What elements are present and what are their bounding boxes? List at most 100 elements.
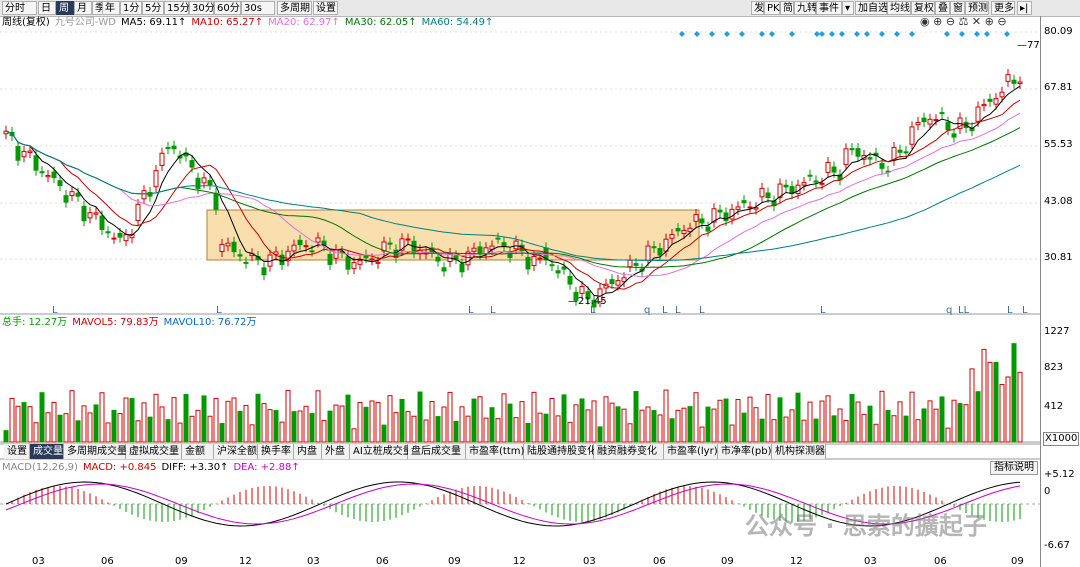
kline-chart[interactable]: —77.00—21.45LLLLLqLLLLqLLLL0306091203060…	[0, 16, 1040, 567]
toolbar-period-month-button[interactable]: 月	[74, 1, 92, 15]
candle-body	[201, 177, 207, 184]
volume-bar	[723, 398, 729, 443]
candle-body	[615, 280, 621, 286]
toolbar-tool-more-arrow-button[interactable]: ▾	[842, 1, 854, 15]
toolbar-period-week-button[interactable]: 周	[56, 1, 74, 15]
toolbar-tool-avgline-button[interactable]: 均线	[887, 1, 911, 15]
candle-body	[435, 256, 441, 262]
volume-bar	[963, 404, 969, 443]
toolbar-period-m30-button[interactable]: 30分	[189, 1, 215, 15]
candle-body	[495, 237, 501, 240]
candle-body	[939, 112, 945, 115]
tab-5[interactable]: 沪深全额	[214, 444, 258, 459]
candle-body	[261, 267, 267, 276]
toolbar-period-m1-button[interactable]: 1分	[120, 1, 142, 15]
tab-11[interactable]: 市盈率(ttm)	[466, 444, 524, 459]
minus-icon[interactable]: ⊖	[997, 15, 1007, 28]
volume-bar	[771, 419, 777, 443]
candle-body	[141, 190, 147, 200]
toolbar-period-day-button[interactable]: 日	[38, 1, 56, 15]
macd-tick-2: -6.67	[1044, 540, 1070, 551]
tab-16[interactable]: 机构探测器	[772, 444, 826, 459]
toolbar-period-m15-button[interactable]: 15分	[164, 1, 190, 15]
toolbar-tool-next-button[interactable]: ▸|	[1017, 1, 1032, 15]
candle-body	[711, 208, 717, 223]
volume-bar	[375, 402, 381, 443]
toolbar-tool-predict-button[interactable]: 预测	[965, 1, 989, 15]
volume-bar	[573, 404, 579, 443]
toolbar-tool-window-button[interactable]: 窗	[950, 1, 965, 15]
volume-bar	[555, 415, 561, 443]
tab-7[interactable]: 内盘	[294, 444, 322, 459]
volume-bar	[621, 408, 627, 443]
volume-bar	[615, 406, 621, 443]
tab-14[interactable]: 市盈率(lyr)	[664, 444, 718, 459]
tab-10[interactable]: 盘后成交量	[408, 444, 466, 459]
eye-icon[interactable]: ◉	[920, 15, 930, 28]
candle-body	[969, 127, 975, 132]
tab-9[interactable]: AI立桩成交量	[350, 444, 413, 459]
toolbar-period-intraday-button[interactable]: 分时	[2, 1, 37, 15]
toolbar-period-multi-button[interactable]: 多周期	[277, 1, 312, 15]
candle-body	[357, 260, 363, 265]
volume-bar	[789, 409, 795, 443]
toolbar-tool-restore-button[interactable]: 复权	[911, 1, 935, 15]
toolbar-tool-event-button[interactable]: 事件	[816, 1, 842, 15]
candle-body	[57, 180, 63, 186]
volume-bar	[57, 414, 63, 443]
event-diamond-icon	[854, 31, 860, 37]
toolbar-tool-jiuzhuan-button[interactable]: 九转	[794, 1, 817, 15]
volume-bar	[87, 412, 93, 443]
candle-body	[609, 279, 615, 285]
tab-0[interactable]: 设置	[4, 444, 30, 459]
volume-bar	[663, 389, 669, 443]
volume-bar	[525, 422, 531, 443]
candle-body	[87, 212, 93, 219]
event-diamond-icon	[814, 31, 820, 37]
toolbar-tool-fa-button[interactable]: 发	[751, 1, 764, 15]
volume-bar	[399, 398, 405, 443]
volume-bar	[909, 391, 915, 443]
toolbar-period-s30-button[interactable]: 30s	[241, 1, 275, 15]
candle-body	[171, 145, 177, 150]
toolbar-tool-jian-button[interactable]: 简	[780, 1, 794, 15]
volume-bar	[669, 418, 675, 443]
candle-body	[987, 98, 993, 102]
close-icon[interactable]: ✕	[971, 15, 982, 28]
tab-15[interactable]: 市净率(pb)	[718, 444, 772, 459]
volume-bar	[459, 406, 465, 443]
toolbar-tool-overlay-button[interactable]: 叠	[935, 1, 950, 15]
zoom-in-icon[interactable]: ⊕	[933, 15, 943, 28]
tab-6[interactable]: 换手率	[258, 444, 294, 459]
low-marker: L	[468, 305, 474, 316]
candle-body	[549, 264, 555, 267]
volume-bar	[201, 395, 207, 443]
add-icon[interactable]: ⊕	[984, 15, 994, 28]
tab-2[interactable]: 多周期成交量	[64, 444, 127, 459]
candle-body	[621, 277, 627, 283]
volume-bar	[747, 396, 753, 443]
candle-body	[105, 231, 111, 234]
tab-3[interactable]: 虚拟成交量	[126, 444, 182, 459]
candle-body	[75, 192, 81, 197]
scale-icon[interactable]: ⚖	[958, 15, 969, 28]
toolbar-period-settings-button[interactable]: 设置	[313, 1, 338, 15]
toolbar-tool-add-watch-button[interactable]: 加自选	[855, 1, 888, 15]
toolbar-period-year-button[interactable]: 年	[102, 1, 120, 15]
zoom-out-icon[interactable]: ⊖	[945, 15, 956, 28]
volume-legend-item-0: 总手: 12.27万	[2, 317, 68, 328]
indicator-help-button[interactable]: 指标说明	[990, 461, 1038, 475]
tab-1[interactable]: 成交量	[30, 444, 64, 459]
volume-bar	[129, 398, 135, 443]
candle-body	[327, 253, 333, 265]
tab-13[interactable]: 融资融券变化	[594, 444, 664, 459]
toolbar-period-m5-button[interactable]: 5分	[142, 1, 164, 15]
volume-bar	[171, 397, 177, 443]
toolbar-tool-more-button[interactable]: 更多	[991, 1, 1015, 15]
toolbar-tool-pk-button[interactable]: PK	[764, 1, 780, 15]
volume-bar	[501, 393, 507, 443]
tab-8[interactable]: 外盘	[322, 444, 350, 459]
tab-12[interactable]: 陆股通持股变化	[524, 444, 597, 459]
tab-4[interactable]: 金额	[182, 444, 214, 459]
toolbar-period-m60-button[interactable]: 60分	[214, 1, 241, 15]
